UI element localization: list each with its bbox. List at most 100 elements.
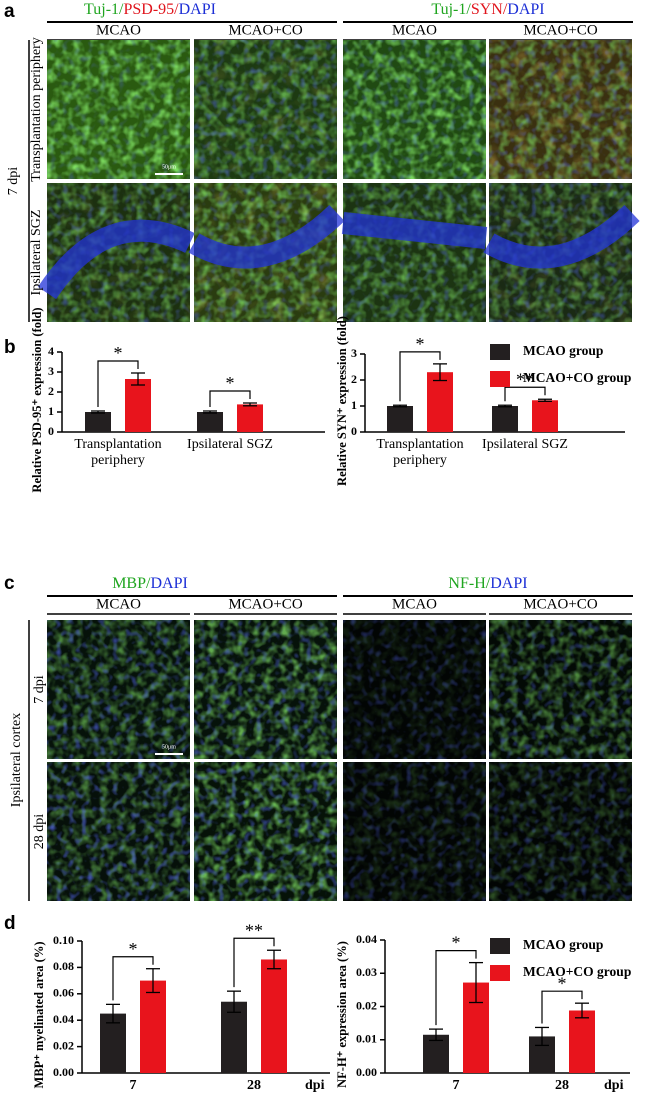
x-tick-label-box: 7 (130, 1078, 137, 1093)
significance-label: * (114, 343, 123, 363)
y-tick-label: 0 (48, 424, 54, 438)
x-tick-label-box: Ipsilateral SGZ (482, 437, 568, 452)
error-bar (106, 1003, 120, 1024)
stain-name: DAPI (507, 1, 544, 18)
x-tick-label: 28 (247, 1078, 261, 1093)
x-tick-label-box: Transplantation periphery (74, 437, 162, 468)
significance-bracket (112, 956, 154, 1001)
stain-header: Tuj-1/PSD-95/DAPI (84, 1, 216, 18)
legend-label: MCAO group (523, 937, 603, 952)
bar (387, 406, 413, 432)
x-tick-label-box: 7 (452, 1078, 460, 1093)
micrograph-nuclei (489, 620, 632, 759)
significance-bracket (399, 351, 441, 402)
cell-layer (188, 204, 345, 269)
row-label: Transplantation periphery (29, 37, 44, 182)
stain-name: / (466, 1, 471, 18)
stain-name: / (503, 1, 508, 18)
stain-name: DAPI (490, 575, 527, 592)
region-label: Ipsilateral cortex (9, 713, 24, 807)
bar (569, 1010, 595, 1073)
error-bar (429, 1028, 443, 1042)
error-bar (535, 1026, 549, 1047)
micrograph-nuclei (343, 183, 486, 322)
y-tick-label: 4 (48, 344, 54, 358)
x-tick-label: Transplantation periphery (74, 437, 162, 468)
column-label: MCAO+CO (523, 596, 597, 612)
micrograph-nuclei (194, 40, 337, 179)
micrograph-nuclei (194, 620, 337, 759)
significance-label: * (416, 334, 425, 354)
stain-header: MBP/DAPI (112, 575, 188, 592)
scale-bar (155, 753, 183, 755)
significance-label: ** (245, 920, 263, 940)
y-tick-label: 0.04 (53, 1012, 74, 1026)
column-label: MCAO (392, 596, 437, 612)
bar (423, 1034, 449, 1073)
stain-name: / (486, 575, 491, 592)
y-axis-label: Relative SYN⁺ expression (fold) (335, 316, 349, 486)
significance-bracket (504, 386, 546, 402)
micrograph-nuclei (343, 762, 486, 901)
significance-bracket (209, 390, 251, 407)
micrograph-nuclei (47, 40, 190, 179)
bar (221, 1001, 247, 1073)
stain-name: / (119, 1, 124, 18)
x-tick-label: 28 (555, 1078, 569, 1093)
error-bar (203, 410, 217, 414)
error-bar (227, 990, 241, 1013)
x-axis-label: dpi (305, 1078, 325, 1093)
micrograph-nuclei (343, 620, 486, 759)
column-label: MCAO (96, 596, 141, 612)
micrograph-nuclei (194, 762, 337, 901)
micrograph-nuclei (343, 40, 486, 179)
y-axis-label: NF-H⁺ expression area (%) (335, 941, 349, 1088)
y-tick-label: 3 (48, 364, 54, 378)
row-label: Ipsilateral SGZ (29, 210, 44, 296)
stain-name: MBP (112, 575, 146, 592)
bar (100, 1013, 126, 1073)
significance-label: * (129, 939, 138, 959)
significance-label: * (558, 973, 567, 993)
column-label: MCAO+CO (228, 22, 302, 38)
bar (492, 406, 518, 432)
stain-header: Tuj-1/SYN/DAPI (431, 1, 544, 18)
row-label: 28 dpi (32, 814, 47, 850)
y-tick-label: 1 (48, 404, 54, 418)
significance-label: * (452, 933, 461, 953)
error-bar (146, 968, 160, 994)
x-tick-label: 7 (452, 1078, 460, 1093)
y-tick-label: 0.04 (356, 932, 377, 946)
y-axis-label: Relative PSD-95⁺ expression (fold) (30, 307, 44, 492)
y-tick-label: 0.06 (53, 986, 74, 1000)
bar (197, 412, 223, 432)
x-tick-label-box: 28 (247, 1078, 261, 1093)
stain-name: SYN (471, 1, 503, 18)
y-tick-label: 0 (351, 424, 357, 438)
legend-label: MCAO+CO group (523, 370, 631, 385)
error-bar (131, 372, 145, 386)
column-label: MCAO (392, 22, 437, 38)
y-tick-label: 0.03 (356, 965, 377, 979)
time-label: 7 dpi (6, 167, 21, 196)
column-label: MCAO (96, 22, 141, 38)
scale-bar-label: 50μm (162, 744, 176, 750)
y-tick-label: 3 (351, 346, 357, 360)
micrograph-nuclei (489, 762, 632, 901)
cell-layer (483, 204, 640, 269)
x-axis-label: dpi (604, 1078, 624, 1093)
scale-bar-label: 50μm (162, 164, 176, 170)
legend-swatch (490, 371, 510, 387)
error-bar (243, 402, 257, 407)
y-axis-label: MBP⁺ myelinated area (%) (32, 942, 46, 1089)
x-tick-label: Transplantation periphery (376, 437, 464, 468)
panel-label: b (4, 337, 16, 358)
error-bar (393, 404, 407, 408)
y-tick-label: 2 (48, 384, 54, 398)
y-tick-label: 2 (351, 372, 357, 386)
cell-layer (37, 219, 195, 300)
error-bar (433, 363, 447, 382)
panel-label: d (4, 913, 16, 934)
panel-label: a (4, 1, 15, 22)
